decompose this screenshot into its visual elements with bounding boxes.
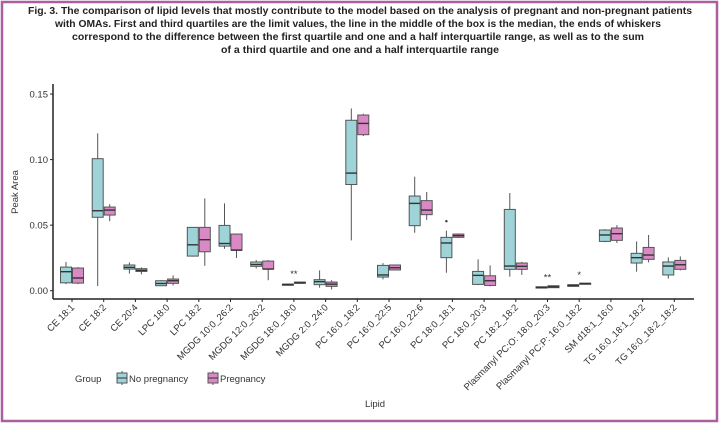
box-pregnancy: [515, 261, 528, 275]
box-body: [472, 270, 485, 285]
box-body: [186, 226, 199, 257]
box-pregnancy: [72, 267, 84, 285]
box-body: [662, 261, 675, 276]
y-tick-label: 0.00: [30, 286, 49, 297]
box-body: [598, 229, 611, 242]
box-pregnancy: [610, 225, 623, 243]
box-pregnancy: [262, 260, 275, 281]
box-body: [218, 224, 231, 247]
box-no-pregnancy: [281, 283, 294, 286]
legend-title: Group: [75, 374, 101, 385]
box-no-pregnancy: [472, 259, 485, 286]
legend: Group No pregnancy Pregnancy: [75, 371, 266, 385]
legend-item-no-pregnancy[interactable]: [116, 371, 128, 385]
box-body: [377, 264, 389, 278]
box-pregnancy: [293, 281, 306, 284]
box-no-pregnancy: [503, 193, 516, 277]
caption-line-3: correspond to the difference between the…: [72, 32, 644, 43]
y-tick-label: 0.05: [30, 221, 49, 232]
caption-line-4: of a third quartile and one and a half i…: [221, 45, 499, 56]
box-no-pregnancy: [186, 226, 199, 257]
x-tick-label: MGDG 10:0_26:2: [175, 302, 235, 362]
box-body: [642, 246, 655, 260]
box-no-pregnancy: [250, 260, 263, 269]
box-body: [60, 266, 72, 284]
box-pregnancy: [642, 234, 655, 263]
outlier-point: [445, 220, 448, 223]
x-axis-label: Lipid: [365, 399, 385, 410]
y-tick-label: 0.10: [30, 155, 49, 166]
box-pregnancy: [484, 265, 497, 287]
box-no-pregnancy: [598, 229, 611, 243]
box-no-pregnancy: [218, 203, 231, 249]
y-tick-label: 0.15: [30, 90, 49, 101]
box-body: [503, 208, 516, 270]
x-tick-label: TG 16:0_18:2_18:2: [614, 302, 680, 368]
box-no-pregnancy: [91, 133, 104, 286]
box-no-pregnancy: [377, 263, 389, 280]
caption-line-1: Fig. 3. The comparison of lipid levels t…: [28, 6, 692, 17]
x-tick-label: CE 18:2: [77, 302, 109, 334]
x-tick-label: CE 20:4: [108, 302, 140, 334]
box-no-pregnancy: [155, 280, 168, 287]
box-pregnancy: [579, 282, 592, 285]
x-tick-label: MGDG 18:0_18:0: [239, 302, 299, 362]
box-pregnancy: [452, 233, 465, 238]
box-pregnancy: [167, 275, 180, 286]
box-pregnancy: [230, 233, 243, 258]
box-pregnancy: [547, 285, 560, 289]
caption-line-2: with OMAs. First and third quartiles are…: [54, 19, 661, 30]
box-no-pregnancy: [345, 108, 358, 241]
box-no-pregnancy: [567, 284, 580, 287]
x-tick-label: CE 18:1: [45, 302, 77, 334]
significance-marker: *: [577, 270, 581, 281]
x-tick-label: LPC 18:0: [136, 302, 172, 338]
box-pregnancy: [198, 198, 211, 266]
box-body: [408, 195, 421, 227]
y-axis-label: Peak Area: [10, 169, 21, 214]
box-pregnancy: [103, 204, 116, 222]
box-body: [230, 233, 243, 251]
box-pregnancy: [357, 113, 370, 137]
legend-label-pregnancy: Pregnancy: [220, 374, 266, 385]
box-body: [357, 114, 370, 136]
box-no-pregnancy: [630, 241, 643, 272]
box-no-pregnancy: [313, 270, 326, 288]
box-pregnancy: [674, 256, 687, 271]
significance-marker: **: [290, 269, 298, 280]
box-no-pregnancy: [60, 261, 72, 285]
box-body: [345, 119, 358, 186]
box-body: [440, 236, 453, 259]
legend-label-no-pregnancy: No pregnancy: [129, 374, 188, 385]
box-pregnancy: [389, 264, 401, 271]
box-no-pregnancy: [123, 262, 136, 274]
box-body: [420, 200, 433, 216]
caption: Fig. 3. The comparison of lipid levels t…: [28, 6, 692, 56]
box-body: [91, 158, 104, 218]
box-no-pregnancy: [535, 286, 548, 289]
box-no-pregnancy: [408, 176, 421, 233]
box-no-pregnancy: [662, 257, 675, 279]
box-pregnancy: [420, 191, 433, 220]
box-body: [72, 267, 84, 284]
box-pregnancy: [135, 267, 148, 275]
legend-item-pregnancy[interactable]: [207, 371, 219, 385]
box-pregnancy: [325, 280, 338, 290]
plot-area: 0.00 0.05 0.10 0.15 CE 18:1 CE 18:2 CE 20:4LPC…: [30, 84, 694, 393]
box-no-pregnancy: [440, 230, 453, 273]
box-body: [262, 260, 275, 270]
x-tick-label: MGDG 12:0_26:2: [207, 302, 267, 362]
significance-marker: **: [544, 273, 552, 284]
box-body: [103, 206, 116, 216]
